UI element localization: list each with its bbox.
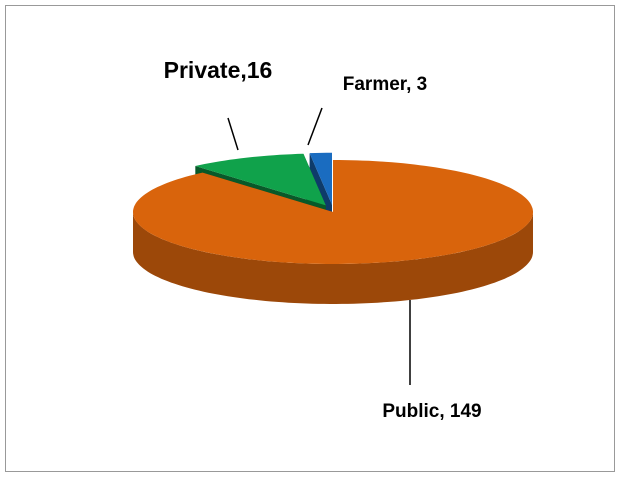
slice (309, 152, 332, 205)
slice (195, 153, 326, 206)
leader-line (307, 107, 323, 146)
data-label: Public, 149 (382, 401, 481, 422)
data-label: Private,16 (164, 57, 273, 83)
slice-side (133, 212, 533, 304)
slice (133, 160, 533, 264)
data-label: Farmer, 3 (343, 74, 428, 95)
leader-line (227, 117, 239, 151)
